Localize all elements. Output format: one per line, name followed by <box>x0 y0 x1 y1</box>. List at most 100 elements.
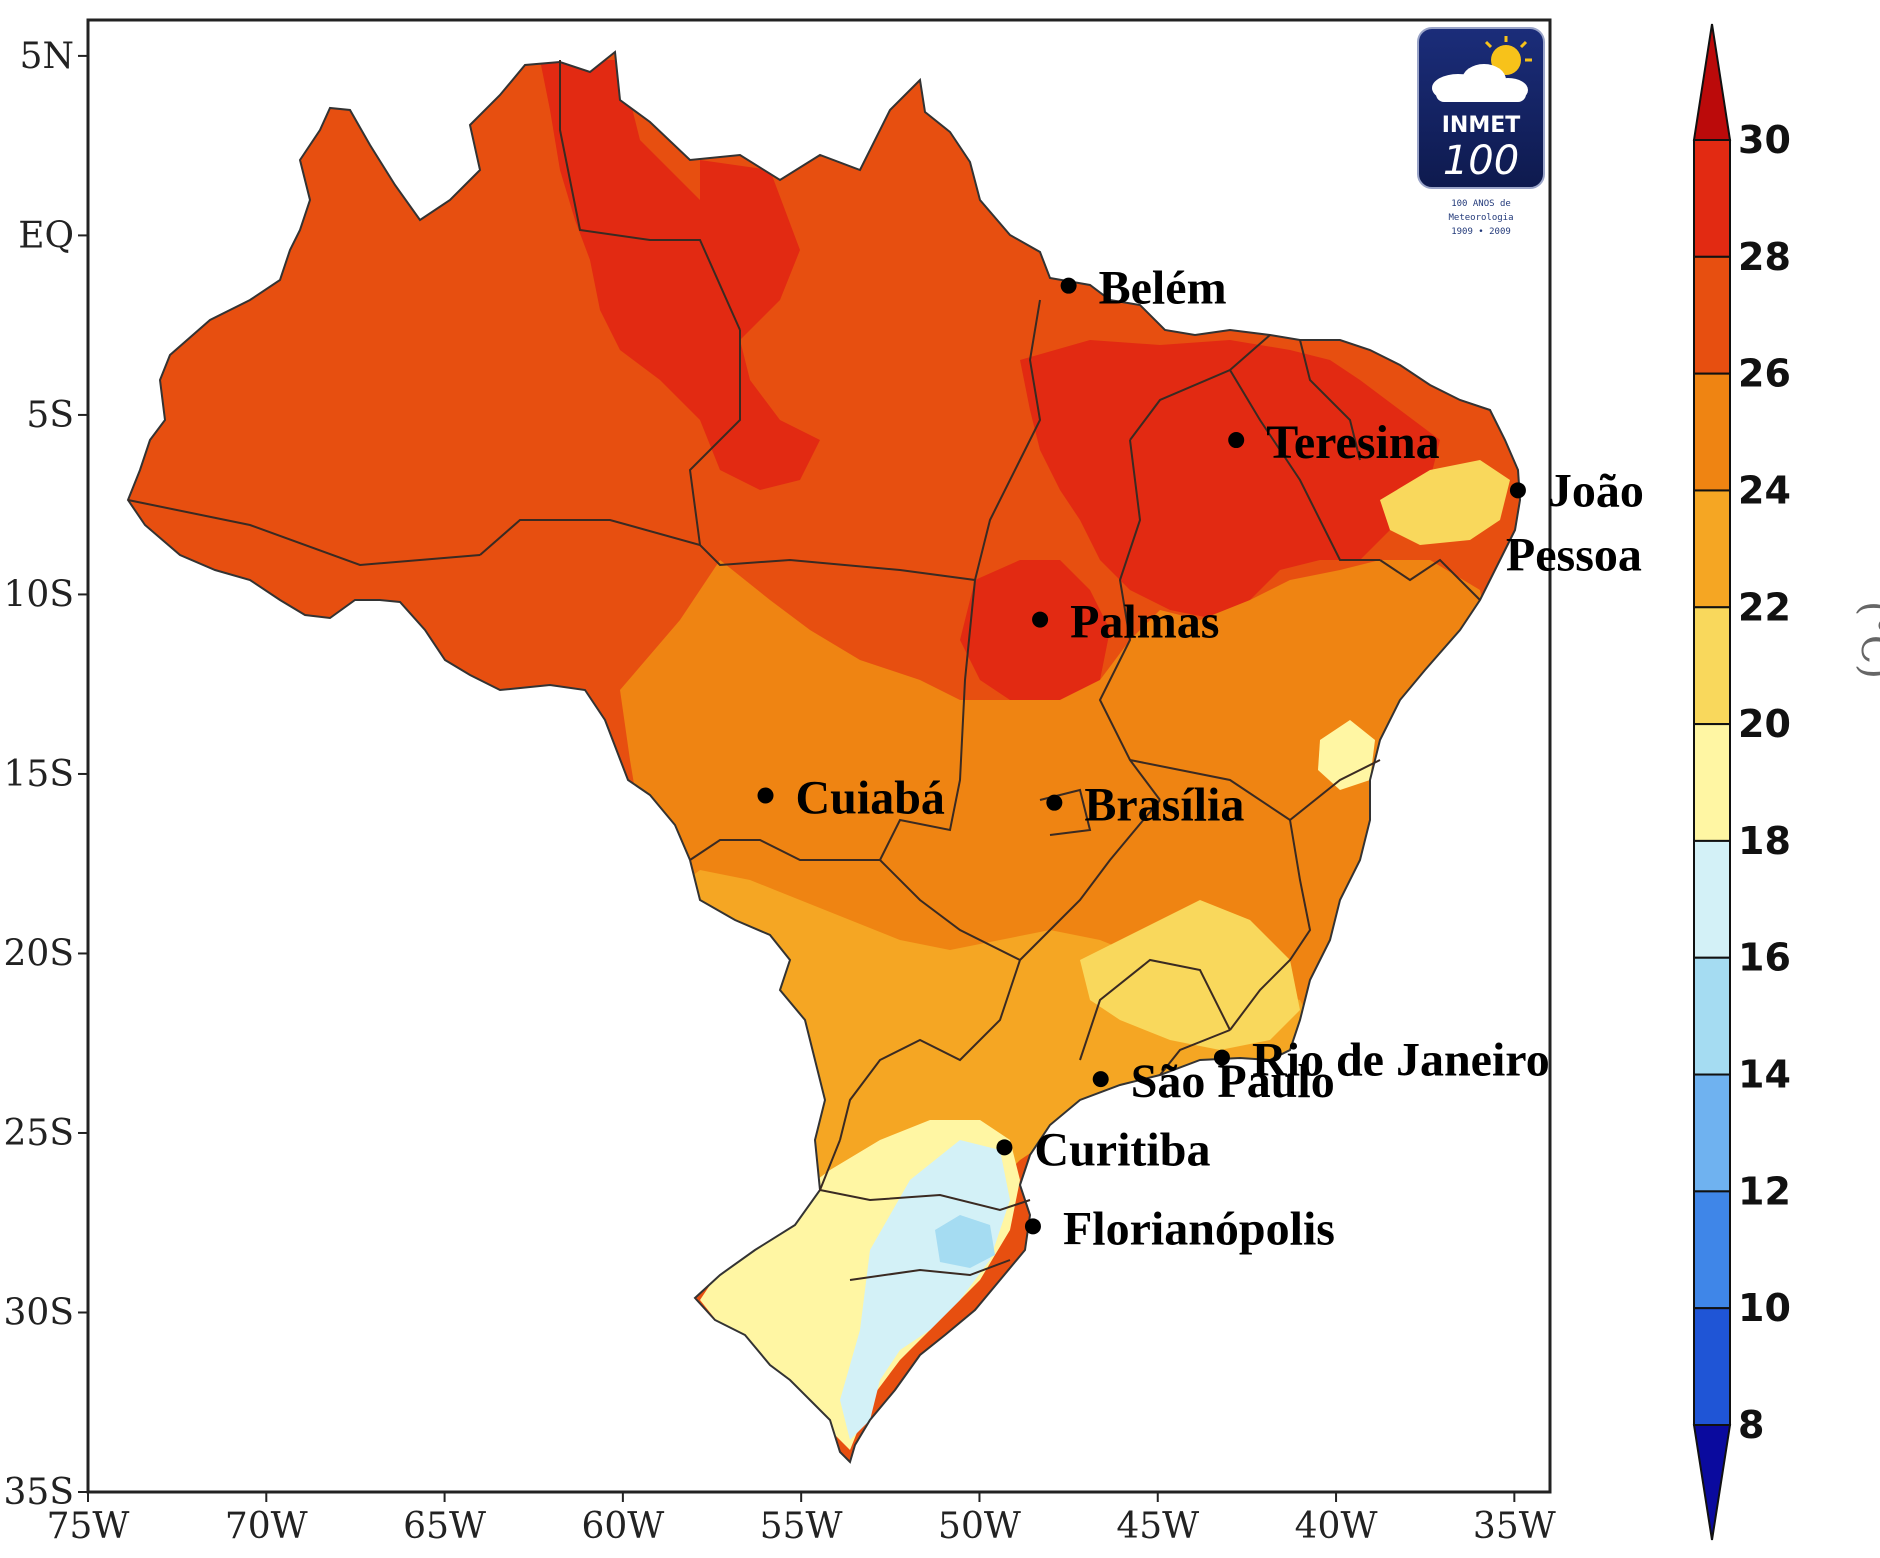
state-border <box>974 299 1042 581</box>
y-tick-label: 20S <box>4 933 74 974</box>
zone-28-30-tocantins <box>960 560 1110 700</box>
colorbar-tick-label: 28 <box>1738 235 1791 279</box>
city-marker: Curitiba <box>996 1123 1210 1176</box>
logo-number: 100 <box>1443 138 1519 184</box>
city-dot <box>757 787 774 804</box>
state-border <box>689 839 880 861</box>
x-axis: 75W 70W 65W 60W 55W 50W 45W 40W 35W <box>47 1492 1556 1547</box>
city-marker: Palmas <box>1032 596 1219 649</box>
colorbar-tick-label: 16 <box>1738 936 1791 980</box>
x-tick-label: 75W <box>47 1506 130 1547</box>
x-tick-label: 70W <box>225 1506 308 1547</box>
brazil-outline <box>126 50 1522 1464</box>
colorbar-unit: (°C) <box>1853 601 1880 679</box>
state-border <box>1229 369 1380 561</box>
y-tick-label: 15S <box>4 754 74 795</box>
state-border <box>1019 799 1161 961</box>
city-marker: Brasília <box>1046 779 1244 832</box>
x-tick-label: 65W <box>403 1506 486 1547</box>
city-label: Curitiba <box>1034 1123 1210 1176</box>
colorbar-segment <box>1693 839 1731 959</box>
state-border <box>849 1259 1011 1281</box>
city-dot <box>1228 432 1245 449</box>
colorbar-tick-label: 22 <box>1738 585 1791 629</box>
logo-line2: Meteorologia <box>1448 213 1513 223</box>
colorbar-segment <box>1693 1190 1731 1310</box>
y-tick-label: 5N <box>20 36 74 77</box>
x-tick-label: 50W <box>938 1506 1021 1547</box>
colorbar-segment <box>1693 1073 1731 1193</box>
colorbar-under-arrow <box>1692 1424 1732 1541</box>
city-dot <box>1213 1049 1230 1066</box>
city-marker: Rio de Janeiro <box>1213 1034 1550 1087</box>
city-markers: Belém Teresina João Pessoa Palmas Cuiabá Brasí… <box>757 262 1644 1255</box>
state-border <box>818 1139 1031 1212</box>
city-label: João <box>1548 464 1644 517</box>
logo-brand: INMET <box>1442 113 1521 138</box>
colorbar-segment <box>1693 606 1731 726</box>
city-marker: São Paulo <box>1092 1055 1335 1108</box>
city-label: São Paulo <box>1131 1055 1335 1108</box>
city-marker: Teresina <box>1228 416 1440 469</box>
y-tick-label: 30S <box>4 1292 74 1333</box>
y-tick-label: 35S <box>4 1472 74 1513</box>
colorbar-tick-label: 14 <box>1738 1053 1791 1097</box>
state-border <box>1079 958 1231 1061</box>
zone-16-18 <box>840 1140 1010 1440</box>
logo-line3: 1909 • 2009 <box>1451 227 1511 237</box>
city-label-line2: Pessoa <box>1506 528 1642 581</box>
x-tick-label: 55W <box>760 1506 843 1547</box>
city-dot <box>1024 1218 1041 1235</box>
state-border <box>1379 558 1481 601</box>
colorbar-tick-label: 24 <box>1738 468 1791 512</box>
state-border <box>879 859 1021 961</box>
state-border <box>479 519 976 581</box>
state-border <box>1299 339 1361 461</box>
state-border <box>879 579 976 861</box>
colorbar-tick-label: 10 <box>1738 1286 1791 1330</box>
city-dot <box>1509 482 1526 499</box>
x-tick-label: 40W <box>1295 1506 1378 1547</box>
colorbar-segment <box>1693 1307 1731 1426</box>
city-dot <box>1046 794 1063 811</box>
colorbar-segment <box>1693 372 1731 492</box>
colorbar-segment <box>1693 255 1731 375</box>
y-tick-label: 5S <box>26 395 74 436</box>
city-label: Florianópolis <box>1063 1202 1335 1255</box>
state-border <box>1159 1029 1231 1076</box>
colorbar-tick-label: 30 <box>1738 118 1791 162</box>
y-tick-label: 25S <box>4 1113 74 1154</box>
state-border <box>1229 819 1312 1031</box>
city-dot <box>1092 1071 1109 1088</box>
logo-line1: 100 ANOS de <box>1451 199 1511 209</box>
colorbar-tick-label: 18 <box>1738 819 1791 863</box>
city-marker: Belém <box>1060 262 1227 315</box>
city-dot <box>1060 277 1077 294</box>
state-border <box>1129 334 1271 441</box>
x-tick-label: 45W <box>1116 1506 1199 1547</box>
colorbar-segment <box>1693 723 1731 842</box>
x-tick-label: 60W <box>581 1506 664 1547</box>
city-label: Brasília <box>1084 779 1244 832</box>
city-label: Rio de Janeiro <box>1252 1034 1550 1087</box>
colorbar-segment <box>1693 956 1731 1076</box>
colorbar-tick-label: 20 <box>1738 702 1791 746</box>
city-marker: João Pessoa <box>1506 464 1644 581</box>
state-border <box>1039 788 1092 836</box>
city-dot <box>1032 611 1049 628</box>
inmet-logo: INMET 100 100 ANOS de Meteorologia 1909 … <box>1417 27 1545 237</box>
city-dot <box>996 1139 1013 1156</box>
colorbar-segment <box>1693 489 1731 609</box>
colorbar-segment <box>1693 139 1731 258</box>
city-marker: Florianópolis <box>1024 1202 1335 1255</box>
city-label: Cuiabá <box>796 771 945 824</box>
city-label: Palmas <box>1070 596 1219 649</box>
state-borders <box>127 60 1481 1281</box>
y-axis: 5N EQ 5S 10S 15S 20S 25S 30S 35S <box>4 36 88 1513</box>
sun-icon <box>1491 45 1521 75</box>
city-label: Teresina <box>1266 416 1439 469</box>
state-border <box>127 499 481 567</box>
state-border <box>559 60 741 331</box>
colorbar-tick-label: 26 <box>1738 352 1791 396</box>
